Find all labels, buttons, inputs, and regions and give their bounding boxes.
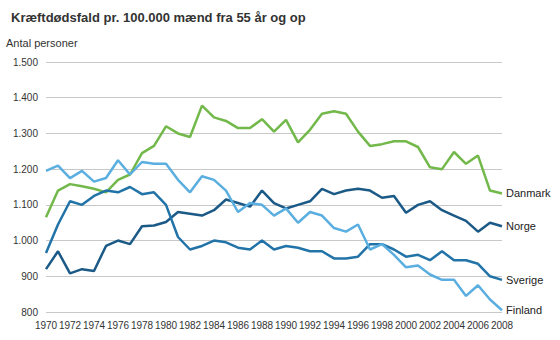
svg-text:2000: 2000 [395,320,418,331]
svg-text:1990: 1990 [275,320,298,331]
svg-text:1976: 1976 [107,320,130,331]
svg-text:Finland: Finland [506,304,542,316]
svg-text:1.200: 1.200 [13,164,38,175]
svg-text:1984: 1984 [203,320,226,331]
svg-text:1.300: 1.300 [13,128,38,139]
svg-text:Danmark: Danmark [506,187,551,199]
svg-text:1970: 1970 [35,320,58,331]
svg-text:1978: 1978 [131,320,154,331]
svg-text:1982: 1982 [179,320,202,331]
svg-text:1.000: 1.000 [13,235,38,246]
svg-text:1.100: 1.100 [13,199,38,210]
svg-text:1994: 1994 [323,320,346,331]
svg-text:2008: 2008 [491,320,514,331]
svg-text:2006: 2006 [467,320,490,331]
svg-text:2002: 2002 [419,320,442,331]
svg-text:1986: 1986 [227,320,250,331]
svg-text:2004: 2004 [443,320,466,331]
svg-text:Norge: Norge [506,220,536,232]
svg-text:1980: 1980 [155,320,178,331]
svg-text:Antal personer: Antal personer [6,37,78,49]
svg-text:Kræftdødsfald pr. 100.000 mænd: Kræftdødsfald pr. 100.000 mænd fra 55 år… [11,10,306,25]
svg-text:1998: 1998 [371,320,394,331]
svg-text:1974: 1974 [83,320,106,331]
svg-text:1992: 1992 [299,320,322,331]
svg-text:1972: 1972 [59,320,82,331]
svg-text:Sverige: Sverige [506,274,543,286]
svg-text:1988: 1988 [251,320,274,331]
svg-text:900: 900 [21,271,38,282]
svg-text:1.500: 1.500 [13,57,38,68]
svg-text:800: 800 [21,307,38,318]
svg-text:1996: 1996 [347,320,370,331]
svg-text:1.400: 1.400 [13,92,38,103]
